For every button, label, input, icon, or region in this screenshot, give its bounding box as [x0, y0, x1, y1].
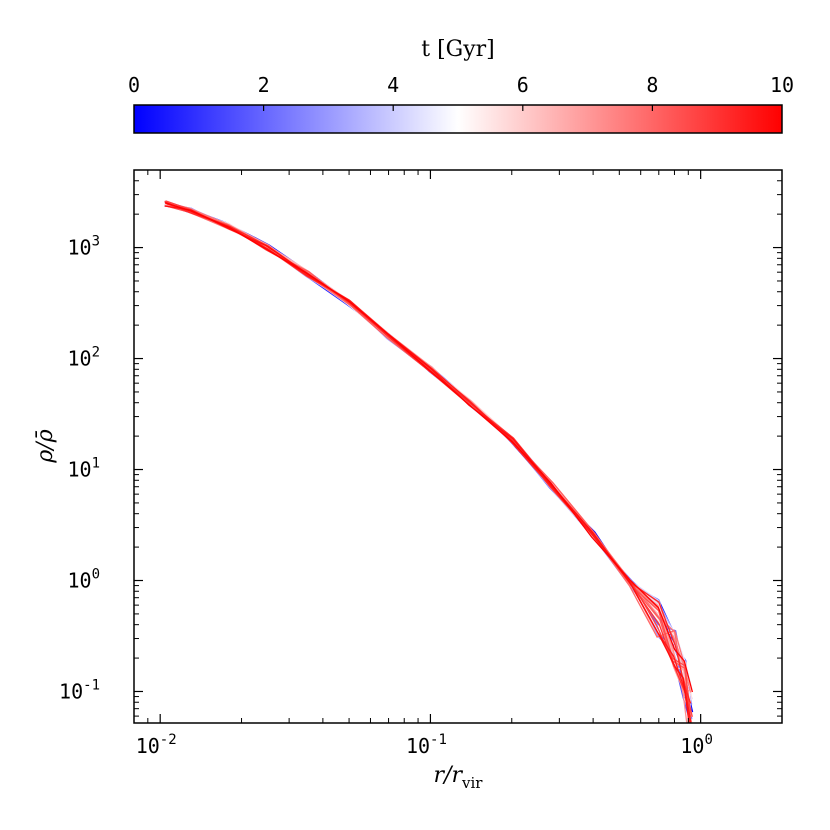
series-line — [166, 204, 691, 718]
series-line — [164, 200, 692, 723]
series-line — [164, 203, 692, 723]
series-line — [165, 202, 692, 723]
series-line — [164, 201, 692, 704]
colorbar-tick-label: 4 — [387, 73, 399, 97]
series-line — [166, 201, 692, 713]
series-line — [164, 205, 690, 723]
series-line — [164, 202, 690, 723]
series-line — [166, 201, 691, 703]
series-line — [165, 204, 691, 706]
series-line — [165, 203, 693, 705]
y-tick-label: 100 — [67, 567, 100, 593]
series-line — [166, 201, 691, 723]
series-line — [167, 204, 691, 723]
x-axis-label: r/rvir — [434, 763, 484, 792]
colorbar-tick-label: 6 — [517, 73, 529, 97]
series-line — [166, 205, 692, 717]
y-tick-label: 10-1 — [59, 677, 100, 703]
colorbar-tick-label: 0 — [128, 73, 140, 97]
series-line — [166, 203, 692, 723]
series-line — [164, 203, 691, 716]
series-line — [164, 202, 692, 723]
series-line — [167, 205, 692, 712]
series-line — [165, 204, 690, 694]
series-line — [166, 205, 693, 700]
series-line — [165, 203, 690, 723]
series-line — [165, 201, 693, 720]
colorbar-gradient — [133, 104, 783, 134]
x-tick-label: 10-1 — [406, 732, 447, 758]
y-tick-label: 103 — [67, 234, 100, 260]
series-line — [165, 200, 693, 689]
colorbar-ticks: 0 2 4 6 8 10 — [128, 73, 794, 111]
series-line — [166, 201, 693, 717]
series-line — [164, 204, 692, 693]
y-axis-label: ρ/ρ̄ — [33, 429, 58, 463]
y-axis-ticks: 10-1 100 101 102 103 — [59, 169, 782, 717]
series-lines — [164, 200, 694, 723]
series-line — [167, 200, 693, 700]
series-line — [164, 204, 688, 723]
series-line — [164, 202, 692, 699]
series-line — [164, 202, 694, 693]
colorbar-label: t [Gyr] — [421, 37, 495, 62]
x-tick-label: 100 — [680, 732, 713, 758]
y-tick-label: 101 — [67, 456, 100, 482]
colorbar-tick-label: 2 — [258, 73, 270, 97]
series-line — [164, 201, 691, 697]
colorbar-tick-label: 10 — [770, 73, 794, 97]
series-line — [164, 200, 693, 723]
series-line — [165, 200, 693, 717]
series-line — [164, 201, 690, 719]
svg-text:ρ/ρ̄: ρ/ρ̄ — [33, 429, 58, 463]
series-line — [165, 205, 692, 704]
x-axis-ticks: 10-2 10-1 100 — [133, 170, 783, 758]
series-line — [164, 202, 690, 689]
series-line — [166, 201, 691, 723]
series-line — [165, 202, 694, 713]
colorbar: t [Gyr] 0 2 4 6 8 10 — [128, 37, 794, 134]
series-line — [164, 202, 691, 703]
colorbar-tick-label: 8 — [646, 73, 658, 97]
plot-frame — [133, 169, 783, 724]
x-tick-label: 10-2 — [136, 732, 177, 758]
svg-text:r/rvir: r/rvir — [434, 763, 484, 792]
plot-area: 10-2 10-1 100 10-1 100 101 102 103 r/rvir ρ/ρ̄ — [33, 169, 783, 792]
y-tick-label: 102 — [67, 345, 100, 371]
series-line — [164, 205, 690, 715]
series-line — [167, 201, 690, 723]
